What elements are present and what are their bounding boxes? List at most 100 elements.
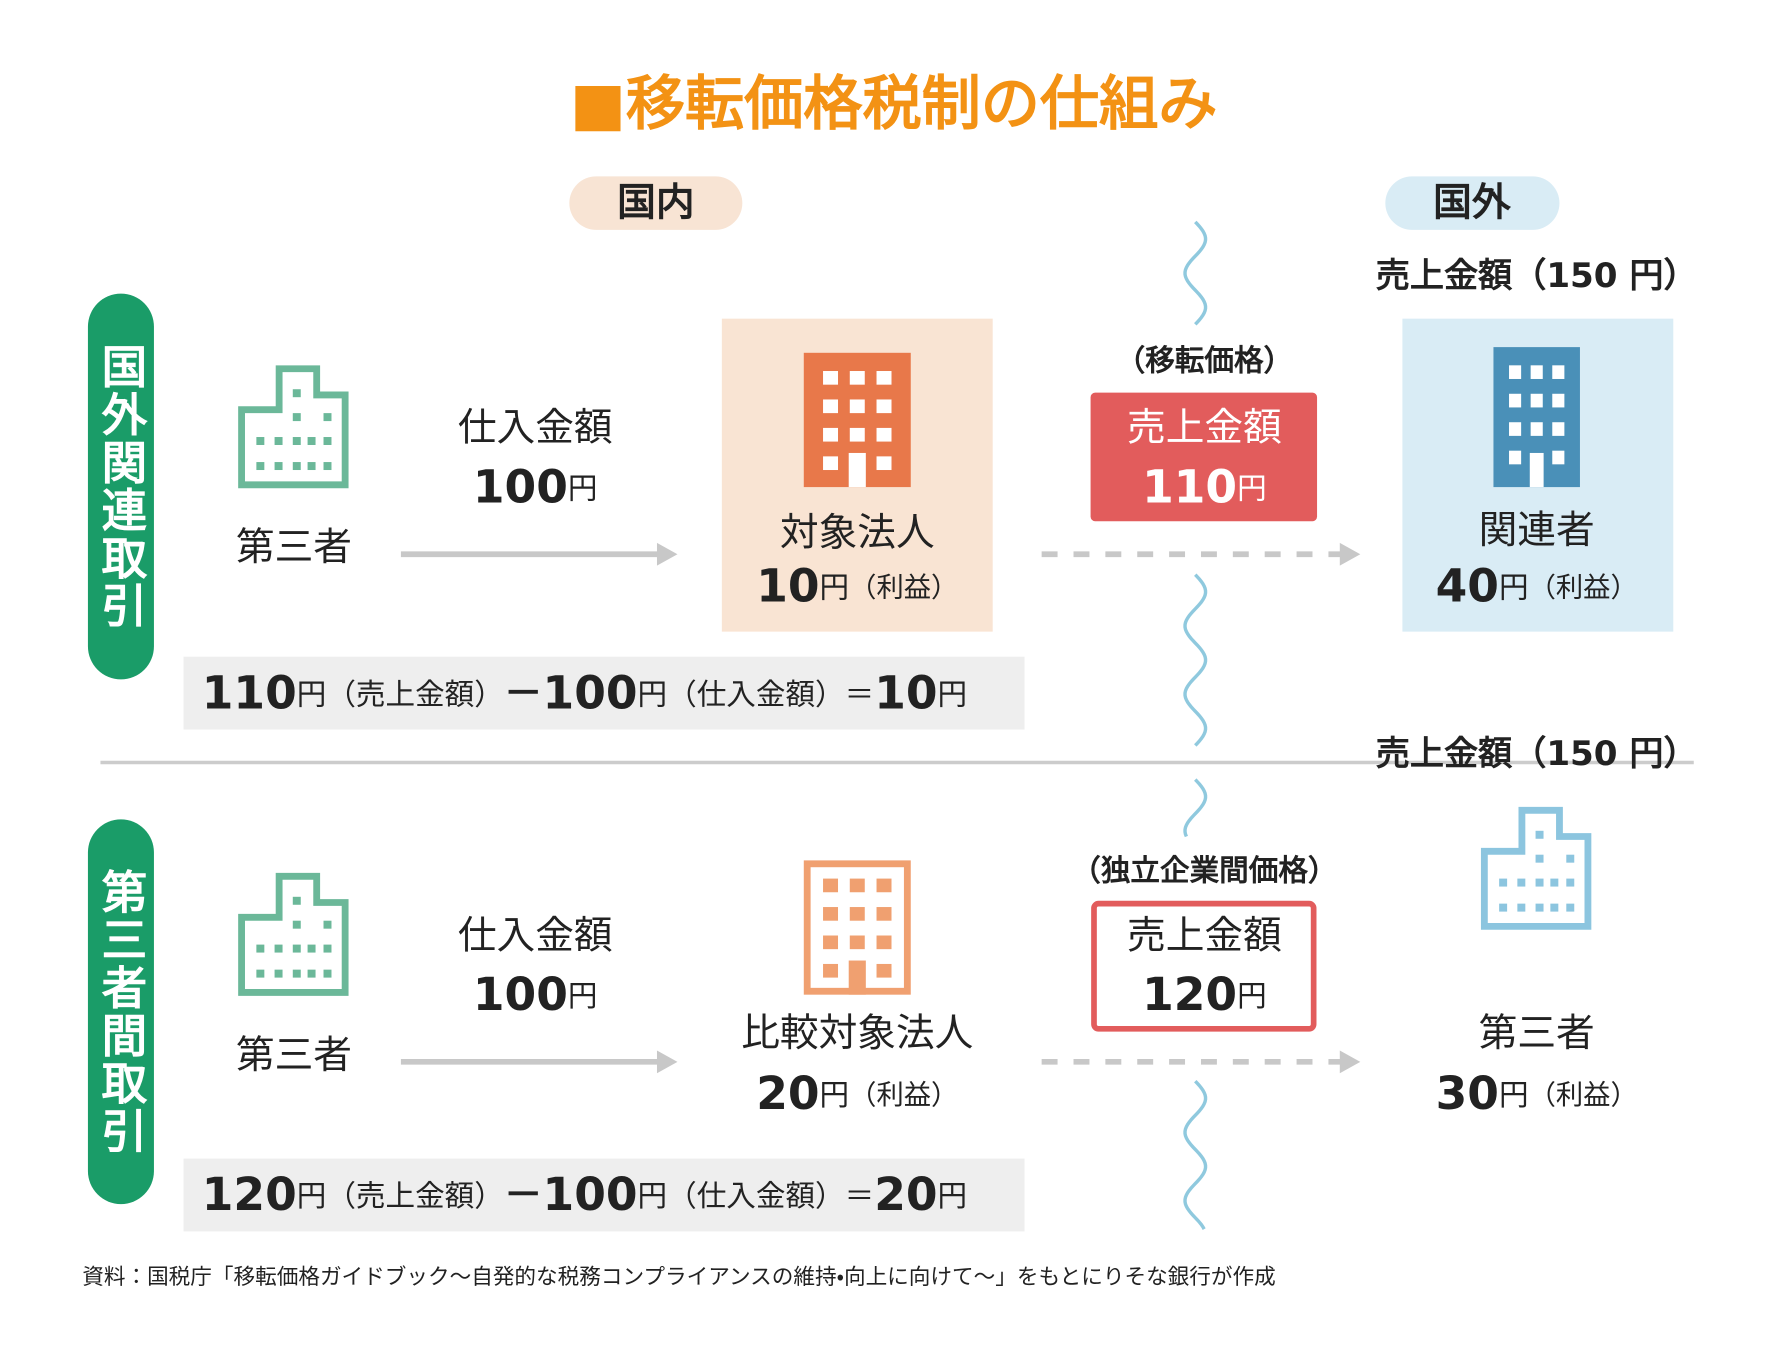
price-box (1091, 900, 1317, 1032)
formula-part: 120 (202, 1168, 297, 1221)
window (292, 969, 301, 978)
formula-part: （売上金額） (326, 677, 503, 711)
window (849, 371, 865, 385)
window (292, 462, 301, 471)
window (274, 437, 283, 445)
counterparty: 第三者 (1479, 1011, 1595, 1056)
building-outline (1480, 806, 1592, 930)
window (849, 878, 865, 893)
sale-amount: 120円 (1142, 967, 1267, 1020)
window (1550, 878, 1559, 887)
building-icon (238, 365, 349, 489)
window (323, 462, 332, 471)
formula-part: （仕入金額）＝ (667, 1179, 874, 1213)
window (1499, 878, 1508, 887)
sale-amount-part: 円 (1237, 978, 1267, 1012)
window (256, 969, 265, 978)
purchase-amount-part: 100 (473, 460, 568, 513)
window (849, 907, 865, 921)
entity-profit-part: 20 (756, 1066, 819, 1119)
window (1552, 393, 1565, 408)
counterparty-profit-part: 円 (1499, 1077, 1529, 1111)
purchase-amount: 100円 (473, 460, 598, 513)
purchase-label: 仕入金額 (458, 913, 613, 958)
purchase-amount-part: 円 (568, 978, 598, 1012)
window (1566, 903, 1575, 912)
window (876, 456, 892, 471)
door (1529, 452, 1544, 488)
window (849, 935, 865, 950)
building-icon (1480, 806, 1592, 930)
entity-profit: 10円（利益） (756, 559, 958, 612)
window (323, 413, 332, 422)
arrow-head (656, 1050, 678, 1074)
purchase-amount-part: 円 (568, 471, 598, 505)
formula-part: 円 (638, 1179, 668, 1213)
window (1552, 450, 1565, 465)
price-box (1090, 392, 1318, 522)
window (1550, 903, 1559, 912)
entity: 対象法人 (780, 510, 935, 555)
building-outline (238, 365, 349, 489)
window (823, 456, 839, 471)
sale-label: 売上金額 (1127, 406, 1282, 451)
window (823, 907, 839, 921)
window (823, 963, 839, 978)
window (823, 878, 839, 893)
window (823, 427, 839, 442)
door (848, 452, 866, 488)
supplier: 第三者 (236, 1033, 352, 1078)
wave-divider (1183, 220, 1208, 326)
formula-part: － (504, 671, 543, 716)
entity-profit-part: 円 (820, 1077, 850, 1111)
window (256, 437, 265, 445)
formula-part: 円 (938, 677, 968, 711)
formula-box (183, 1158, 1025, 1232)
window (292, 896, 301, 905)
window (1530, 422, 1543, 436)
purchase-label: 仕入金額 (458, 406, 613, 451)
arrow-head (656, 542, 678, 566)
entity-profit-part: 円 (820, 570, 850, 604)
window (323, 920, 332, 929)
section-label-pill (87, 819, 154, 1205)
window (292, 437, 301, 445)
window (323, 437, 332, 445)
purchase-amount-part: 100 (473, 967, 568, 1020)
sale-amount-part: 円 (1237, 471, 1267, 505)
counterparty-profit-part: 円 (1499, 570, 1529, 604)
window (823, 399, 839, 414)
sale-amount-part: 120 (1142, 967, 1237, 1020)
window (849, 427, 865, 442)
window (1499, 903, 1508, 912)
wave-divider (1183, 1079, 1208, 1230)
domestic-header: 国内 (617, 180, 694, 225)
window (292, 389, 301, 398)
counterparty-profit-part: 40 (1436, 559, 1499, 612)
window (876, 371, 892, 385)
window (876, 963, 892, 978)
window (292, 920, 301, 929)
window (307, 969, 316, 978)
formula-part: 円 (297, 677, 327, 711)
formula-part: － (504, 1173, 543, 1218)
window (876, 427, 892, 442)
entity: 比較対象法人 (741, 1011, 973, 1056)
window (256, 462, 265, 471)
formula-box (183, 656, 1025, 730)
window (323, 944, 332, 953)
window (1535, 854, 1544, 863)
domestic-pill (569, 176, 743, 230)
window (307, 944, 316, 953)
counterparty-sales: 売上金額（150 円） (1376, 734, 1698, 774)
building-outline (238, 872, 349, 996)
section-label: 国外関連取引 (94, 343, 148, 630)
counterparty-profit-part: 30 (1436, 1066, 1499, 1119)
source: 資料：国税庁「移転価格ガイドブック～自発的な税務コンプライアンスの維持・向上に向… (82, 1265, 1275, 1290)
window (1509, 393, 1522, 408)
window (1535, 903, 1544, 912)
formula-part: 円 (638, 677, 668, 711)
counterparty: 関連者 (1479, 508, 1595, 553)
window (1552, 422, 1565, 436)
